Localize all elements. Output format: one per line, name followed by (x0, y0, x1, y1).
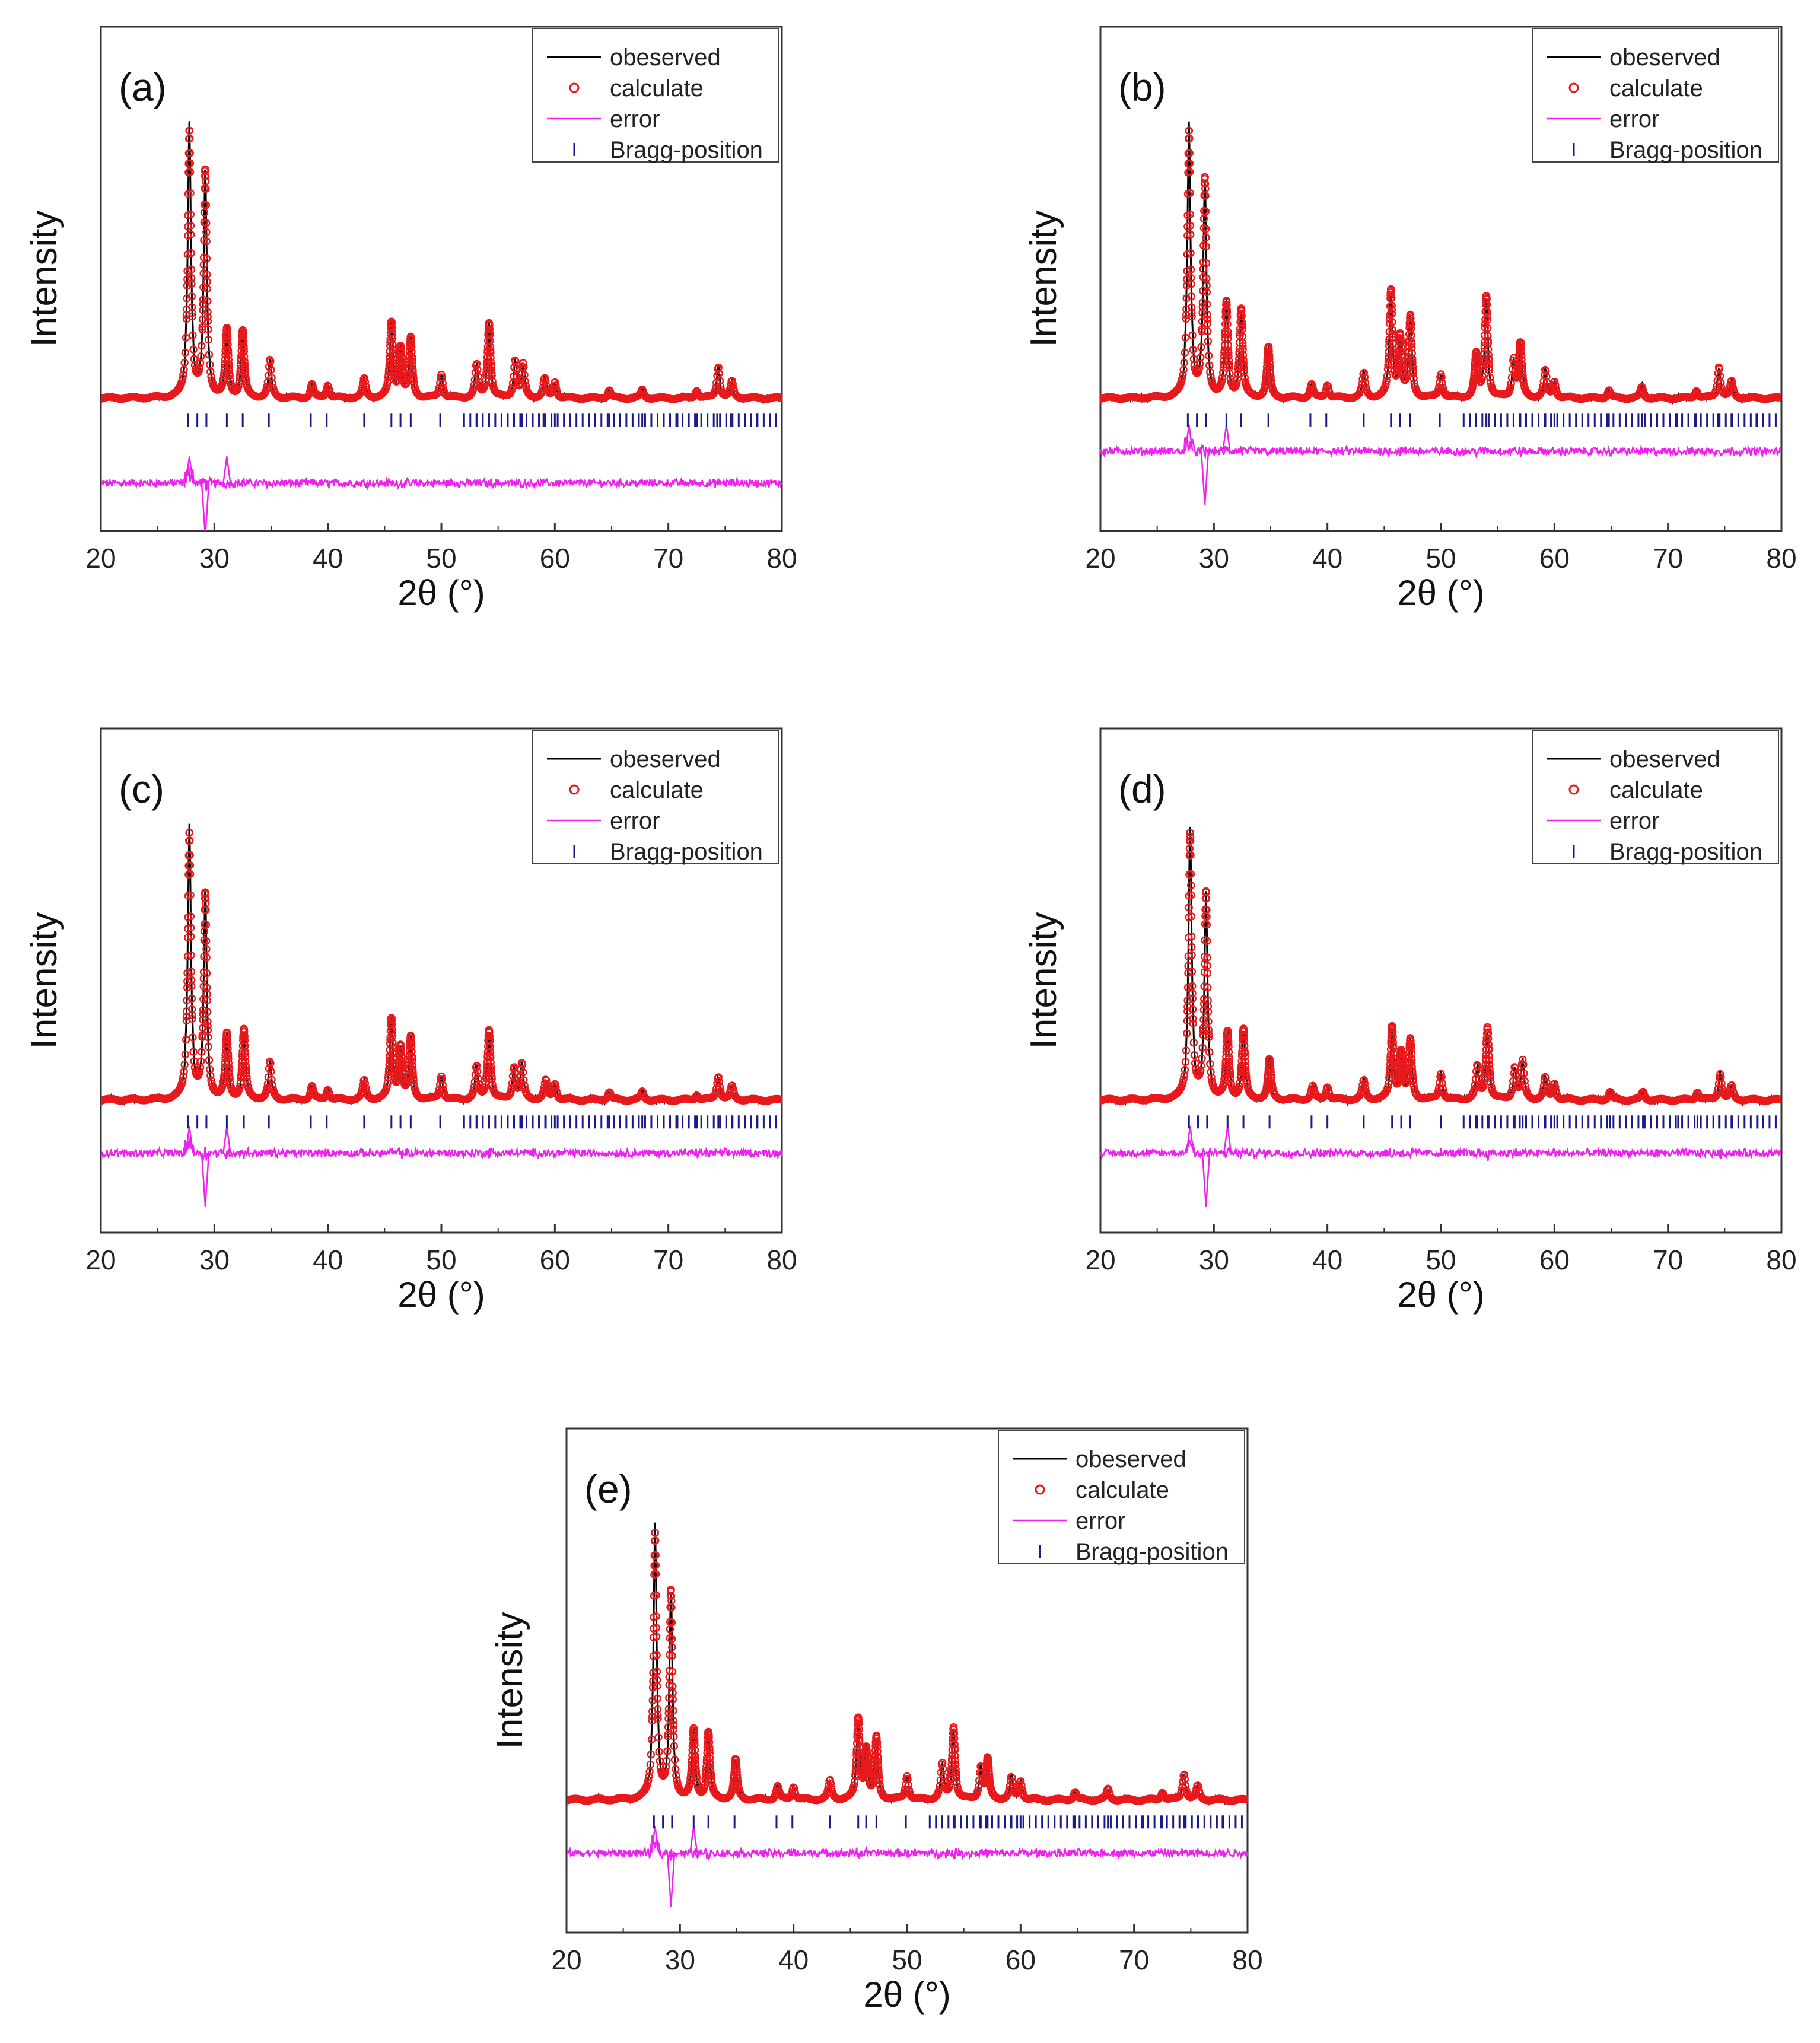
x-axis-label: 2θ (°) (397, 573, 485, 613)
legend-entry: calculate (1609, 777, 1703, 803)
legend-entry: error (610, 106, 660, 132)
legend-entry: error (1609, 106, 1659, 132)
x-tick-label: 30 (1199, 1245, 1229, 1275)
x-tick-label: 60 (1539, 1245, 1570, 1275)
legend-entry: error (610, 808, 660, 834)
panel-label: (a) (119, 65, 167, 109)
x-tick-label: 80 (1766, 1245, 1796, 1275)
legend-entry: Bragg-position (610, 137, 763, 163)
x-tick-label: 30 (199, 543, 230, 574)
x-tick-label: 70 (1653, 543, 1683, 574)
x-tick-label: 50 (1426, 1245, 1456, 1275)
legend-entry: calculate (610, 75, 704, 101)
x-tick-label: 80 (766, 1245, 797, 1275)
legend-entry: obeserved (1609, 44, 1720, 71)
legend-entry: calculate (1609, 75, 1703, 101)
y-axis-label: Intensity (24, 912, 65, 1049)
legend-entry: Bragg-position (1609, 137, 1762, 163)
y-axis-label: Intensity (1023, 912, 1064, 1049)
legend-entry: Bragg-position (1609, 839, 1762, 865)
x-tick-label: 20 (1085, 543, 1115, 574)
panel-label: (b) (1118, 65, 1166, 109)
x-tick-label: 80 (766, 543, 797, 574)
legend-entry: obeserved (1609, 746, 1720, 772)
legend-entry: obeserved (610, 44, 721, 71)
legend-entry: Bragg-position (610, 839, 763, 865)
x-tick-label: 70 (653, 1245, 683, 1275)
panel-b: 20 30 40 50 60 70 80 2θ (°) Intensity (b) obeserve… (1023, 27, 1797, 613)
panel-a: 20 30 40 50 60 70 80 2θ (°) Intensity (a) obeserve… (24, 27, 797, 613)
x-tick-label: 20 (85, 543, 116, 574)
x-tick-label: 60 (540, 543, 570, 574)
x-tick-label: 40 (1312, 543, 1342, 574)
x-tick-label: 40 (1312, 1245, 1342, 1275)
x-tick-label: 40 (313, 1245, 343, 1275)
x-axis-label: 2θ (°) (1397, 1275, 1484, 1315)
legend: obeserved calculate error Bragg-position (1532, 730, 1778, 865)
y-axis-label: Intensity (24, 211, 65, 348)
legend: obeserved calculate error Bragg-position (1532, 28, 1778, 163)
x-axis-label: 2θ (°) (1397, 573, 1484, 613)
x-tick-label: 30 (199, 1245, 230, 1275)
legend: obeserved calculate error Bragg-position (533, 730, 779, 865)
legend-entry: calculate (610, 777, 704, 803)
x-tick-label: 20 (1085, 1245, 1115, 1275)
x-tick-label: 60 (1539, 543, 1570, 574)
y-axis-label: Intensity (1023, 211, 1064, 348)
x-tick-label: 20 (85, 1245, 116, 1275)
x-tick-label: 30 (1199, 543, 1229, 574)
x-tick-label: 50 (426, 543, 456, 574)
panel-label: (c) (119, 767, 164, 811)
x-tick-label: 50 (426, 1245, 456, 1275)
x-tick-label: 60 (540, 1245, 570, 1275)
legend-entry: error (1609, 808, 1659, 834)
panel-d: 20 30 40 50 60 70 80 2θ (°) Intensity (d) obeserve… (1023, 728, 1797, 1315)
x-tick-label: 40 (313, 543, 343, 574)
x-tick-label: 70 (653, 543, 683, 574)
panel-c: 20 30 40 50 60 70 80 2θ (°) Intensity (c) obeserve… (24, 728, 797, 1315)
panel-label: (d) (1118, 767, 1166, 811)
x-tick-label: 80 (1766, 543, 1796, 574)
x-tick-label: 70 (1653, 1245, 1683, 1275)
x-tick-label: 50 (1426, 543, 1456, 574)
legend: obeserved calculate error Bragg-position (533, 28, 779, 163)
legend-entry: obeserved (610, 746, 721, 772)
x-axis-label: 2θ (°) (397, 1275, 485, 1315)
